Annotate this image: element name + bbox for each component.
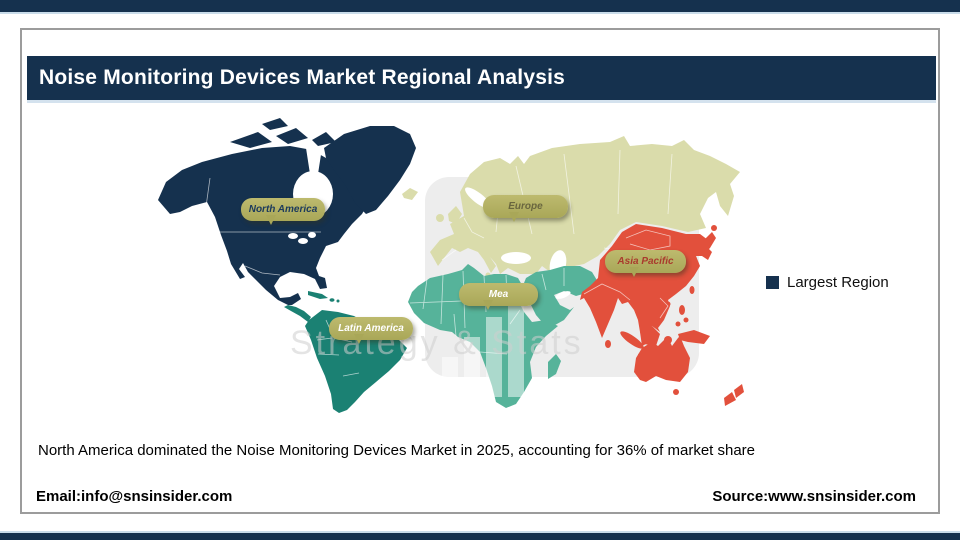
- legend-label: Largest Region: [787, 274, 889, 291]
- map-label-north-america: North America: [241, 198, 325, 225]
- map-label-asia-pacific: Asia Pacific: [605, 250, 686, 277]
- content-frame: Noise Monitoring Devices Market Regional…: [20, 28, 940, 514]
- footer-source: Source:www.snsinsider.com: [712, 488, 916, 505]
- map-label-text: Asia Pacific: [617, 256, 674, 267]
- legend: Largest Region: [766, 274, 889, 291]
- map-label-text: Europe: [508, 201, 543, 212]
- map-label-text: North America: [248, 204, 318, 215]
- map-area: Strategy & Stats North America Europe As…: [112, 114, 752, 434]
- footer-email: Email:info@snsinsider.com: [36, 488, 233, 505]
- bottom-accent-bar: [0, 531, 960, 540]
- legend-swatch: [766, 276, 779, 289]
- caption-text: North America dominated the Noise Monito…: [38, 442, 756, 459]
- world-map: [158, 118, 744, 413]
- map-label-text: Latin America: [338, 323, 404, 334]
- map-label-latin-america: Latin America: [329, 317, 413, 344]
- map-label-text: Mea: [488, 289, 509, 300]
- map-label-europe: Europe: [483, 195, 568, 222]
- page-title: Noise Monitoring Devices Market Regional…: [39, 66, 565, 89]
- watermark-chart-bars: [442, 302, 542, 397]
- title-bar: Noise Monitoring Devices Market Regional…: [27, 56, 936, 103]
- region-north-america: [158, 118, 416, 305]
- top-accent-bar: [0, 0, 960, 14]
- map-label-mea: Mea: [459, 283, 538, 310]
